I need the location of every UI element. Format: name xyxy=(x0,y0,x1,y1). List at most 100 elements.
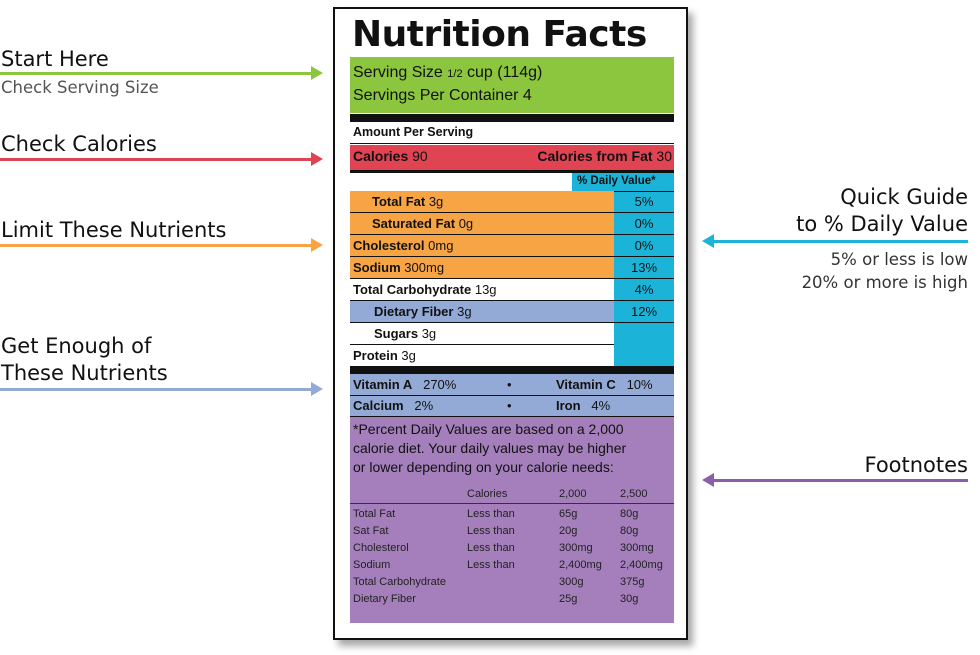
footnote-row-nutrient: Dietary Fiber xyxy=(353,593,416,605)
calories-label: Calories xyxy=(353,148,409,164)
quick-guide-arrow xyxy=(702,234,968,248)
vitamin-a-label: Vitamin A xyxy=(353,377,413,392)
nutrient-name: Total Carbohydrate xyxy=(353,282,472,297)
footnote-row-2000: 300mg xyxy=(559,542,593,554)
footnote-header-2500: 2,500 xyxy=(620,488,648,500)
limit-nutrients-arrow xyxy=(0,238,323,252)
dv-protein xyxy=(614,345,674,367)
footnote-header-2000: 2,000 xyxy=(559,488,587,500)
thick-divider-top xyxy=(350,114,674,122)
vitamin-a-value: 270% xyxy=(423,377,457,392)
nutrient-row-sodium: Sodium 300mg xyxy=(350,257,614,279)
footnote-row-limit: Less than xyxy=(467,559,515,571)
footnote-row-2500: 30g xyxy=(620,593,639,605)
footnote-row-nutrient: Sat Fat xyxy=(353,525,389,537)
quick-guide-low-note: 5% or less is low xyxy=(830,250,968,269)
thick-divider-vitamins xyxy=(350,366,674,374)
start-here-subtitle: Check Serving Size xyxy=(1,78,159,97)
start-here-arrow xyxy=(0,66,323,80)
divider-vitamins xyxy=(350,395,674,396)
footnote-row-2000: 2,400mg xyxy=(559,559,602,571)
vitamin-c-label: Vitamin C xyxy=(556,377,616,392)
footnote-row-nutrient: Sodium xyxy=(353,559,391,571)
serving-size-value: cup (114g) xyxy=(467,64,543,81)
footnote-row-limit: Less than xyxy=(467,508,515,520)
serving-size-label: Serving Size xyxy=(353,64,443,81)
nutrient-amount: 3g xyxy=(421,326,437,341)
calories-line: Calories 90 xyxy=(353,148,428,164)
nutrient-row-sugars: Sugars 3g xyxy=(350,323,614,345)
footnote-line-1: *Percent Daily Values are based on a 2,0… xyxy=(353,421,624,437)
iron: Iron 4% xyxy=(556,398,610,413)
nutrient-row-cholesterol: Cholesterol 0mg xyxy=(350,235,614,257)
nutrient-row-dietary-fiber: Dietary Fiber 3g xyxy=(350,301,614,323)
check-calories-arrow xyxy=(0,152,323,166)
quick-guide-high-note: 20% or more is high xyxy=(801,273,968,292)
footnote-row-2500: 375g xyxy=(620,576,645,588)
nutrient-row-saturated-fat: Saturated Fat 0g xyxy=(350,213,614,235)
nutrient-name: Saturated Fat xyxy=(372,216,456,231)
dv-cholesterol: 0% xyxy=(614,235,674,257)
amount-per-serving: Amount Per Serving xyxy=(353,125,474,139)
footnote-row-nutrient: Total Carbohydrate xyxy=(353,576,446,588)
footnote-line-3: or lower depending on your calorie needs… xyxy=(353,459,614,475)
calories-from-fat-line: Calories from Fat 30 xyxy=(537,148,672,164)
vitamin-bullet: • xyxy=(507,377,512,392)
daily-value-column xyxy=(614,173,674,366)
quick-guide-title-line1: Quick Guide xyxy=(840,185,968,209)
footnote-row-limit: Less than xyxy=(467,525,515,537)
footnotes-title: Footnotes xyxy=(864,453,968,477)
nutrient-amount: 300mg xyxy=(404,260,445,275)
calcium-value: 2% xyxy=(414,398,434,413)
quick-guide-title-line2: to % Daily Value xyxy=(796,212,968,236)
calories-from-fat-label: Calories from Fat xyxy=(537,148,653,164)
nutrient-row-total-fat: Total Fat 3g xyxy=(350,191,614,213)
nutrient-row-total-carbohydrate: Total Carbohydrate 13g xyxy=(350,279,614,301)
check-calories-title: Check Calories xyxy=(1,132,157,156)
nutrient-amount: 0mg xyxy=(428,238,454,253)
footnote-table-divider xyxy=(350,503,674,504)
calories-from-fat-value: 30 xyxy=(656,148,672,164)
get-enough-title-line2: These Nutrients xyxy=(1,361,168,385)
dv-saturated-fat: 0% xyxy=(614,213,674,235)
nutrient-amount: 0g xyxy=(458,216,474,231)
nutrient-amount: 13g xyxy=(474,282,497,297)
dv-total-carbohydrate: 4% xyxy=(614,279,674,301)
footnote-row-2000: 65g xyxy=(559,508,578,520)
get-enough-arrow xyxy=(0,382,323,396)
vitamin-a: Vitamin A 270% xyxy=(353,377,456,392)
footnote-row-nutrient: Cholesterol xyxy=(353,542,409,554)
calcium: Calcium 2% xyxy=(353,398,433,413)
footnote-band xyxy=(350,417,674,623)
footnote-row-2500: 2,400mg xyxy=(620,559,663,571)
footnote-row-nutrient: Total Fat xyxy=(353,508,396,520)
label-title: Nutrition Facts xyxy=(352,14,647,55)
iron-label: Iron xyxy=(556,398,581,413)
serving-size-fraction: 1/2 xyxy=(447,68,463,80)
footnote-row-2500: 300mg xyxy=(620,542,654,554)
get-enough-title-line1: Get Enough of xyxy=(1,334,152,358)
footnote-line-2: calorie diet. Your daily values may be h… xyxy=(353,440,627,456)
footnote-row-2000: 20g xyxy=(559,525,578,537)
footnote-row-2500: 80g xyxy=(620,525,639,537)
nutrient-name: Protein xyxy=(353,348,398,363)
daily-value-header-box xyxy=(572,173,674,191)
nutrient-amount: 3g xyxy=(457,304,472,319)
footnote-row-2500: 80g xyxy=(620,508,639,520)
nutrient-amount: 3g xyxy=(428,194,444,209)
footnotes-arrow xyxy=(702,473,968,487)
iron-value: 4% xyxy=(591,398,611,413)
dv-total-fat: 5% xyxy=(614,191,674,213)
footnote-row-limit: Less than xyxy=(467,542,515,554)
nutrient-name: Cholesterol xyxy=(353,238,425,253)
vitamin-c: Vitamin C 10% xyxy=(556,377,653,392)
nutrient-name: Total Fat xyxy=(372,194,426,209)
footnote-row-2000: 300g xyxy=(559,576,584,588)
nutrient-name: Sodium xyxy=(353,260,401,275)
servings-per-container: Servings Per Container 4 xyxy=(353,87,532,104)
dv-sodium: 13% xyxy=(614,257,674,279)
nutrient-name: Sugars xyxy=(374,326,419,341)
nutrient-row-protein: Protein 3g xyxy=(350,345,614,367)
footnote-header-calories: Calories xyxy=(467,488,508,500)
divider-amount xyxy=(350,143,674,144)
